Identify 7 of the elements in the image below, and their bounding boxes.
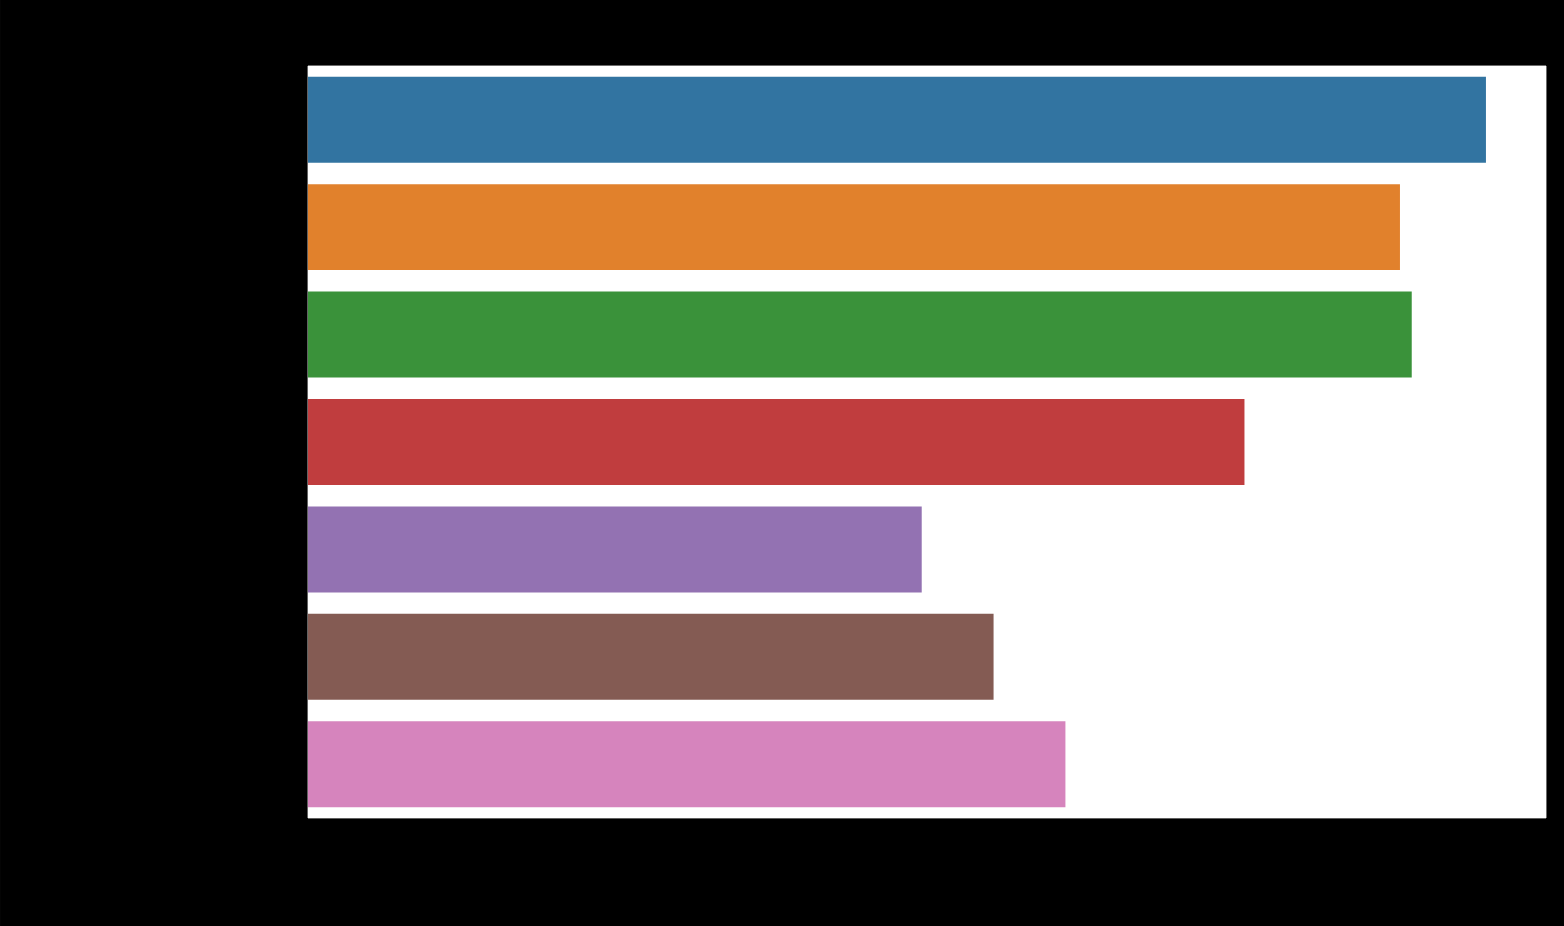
bar xyxy=(308,291,1412,378)
bar xyxy=(308,76,1486,163)
bar xyxy=(308,506,922,593)
bar xyxy=(308,184,1400,271)
bar xyxy=(308,613,994,700)
bar xyxy=(308,399,1245,485)
bar xyxy=(308,721,1066,808)
